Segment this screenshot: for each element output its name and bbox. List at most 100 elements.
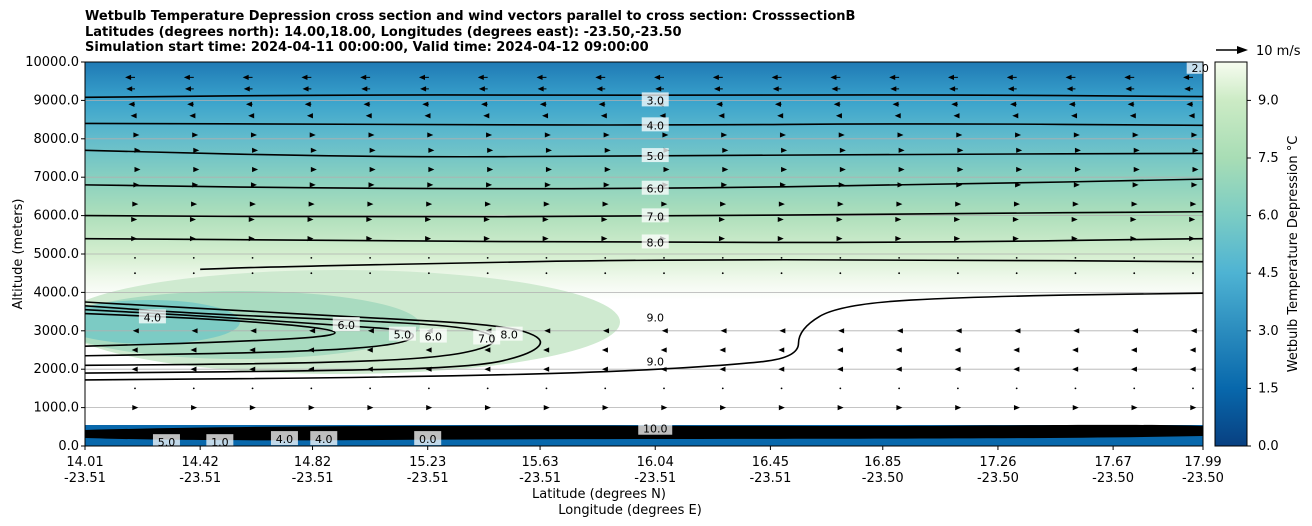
wind-arrow xyxy=(307,216,314,223)
wind-arrow xyxy=(837,366,844,372)
contour-label: 4.0 xyxy=(310,431,338,446)
wind-arrow xyxy=(1191,132,1198,138)
contour-label-text: 7.0 xyxy=(478,332,496,345)
wind-arrow xyxy=(1192,272,1194,275)
wind-arrow xyxy=(951,101,958,107)
wind-arrow xyxy=(484,201,491,207)
contour-label-text: 5.0 xyxy=(646,150,664,163)
wind-arrow xyxy=(890,86,900,92)
wind-arrow xyxy=(191,328,198,334)
wind-arrow xyxy=(1015,182,1022,188)
contour-label: 4.0 xyxy=(138,309,166,324)
wind-arrow xyxy=(895,347,902,353)
wind-arrow xyxy=(954,236,961,242)
wind-arrow xyxy=(192,387,195,390)
wind-arrow xyxy=(721,132,728,138)
wind-arrow xyxy=(772,86,782,92)
wind-arrow xyxy=(425,216,432,223)
wind-arrow xyxy=(418,74,429,80)
wind-arrow xyxy=(308,366,315,372)
wind-arrow xyxy=(895,366,902,372)
wind-arrow xyxy=(1016,147,1023,153)
wind-arrow xyxy=(248,236,255,242)
wind-arrow xyxy=(1127,101,1135,107)
wind-arrow xyxy=(898,256,901,259)
colorbar-tick-label: 6.0 xyxy=(1258,209,1279,224)
wind-arrow xyxy=(1074,272,1077,275)
wind-arrow xyxy=(189,236,196,242)
wind-arrow xyxy=(838,328,845,334)
contour-label-text: 4.0 xyxy=(144,311,162,324)
wind-arrow xyxy=(780,272,783,275)
contour-label: 8.0 xyxy=(641,234,669,249)
wind-arrow xyxy=(720,201,727,207)
wind-arrow xyxy=(424,113,431,119)
wind-arrow xyxy=(1065,74,1076,80)
wind-arrow xyxy=(308,201,315,207)
title-line-3: Simulation start time: 2024-04-11 00:00:… xyxy=(85,40,649,55)
x-axis: 14.01-23.5114.42-23.5114.82-23.5115.23-2… xyxy=(64,446,1224,486)
colorbar-ticks: 0.0 1.5 3.0 4.5 6.0 7.5 9.0 xyxy=(1247,93,1279,454)
wind-arrow xyxy=(1072,366,1079,372)
wind-arrow xyxy=(545,272,548,275)
wind-key-label: 10 m/s xyxy=(1256,44,1301,59)
wind-arrow xyxy=(781,147,788,153)
wind-arrow xyxy=(477,74,488,80)
wind-arrow xyxy=(367,405,374,411)
wind-arrow xyxy=(543,201,550,207)
wind-arrow xyxy=(1132,182,1139,188)
x-tick-lon: -23.50 xyxy=(1182,471,1224,486)
wind-arrow xyxy=(366,216,373,223)
wind-arrow xyxy=(663,387,665,390)
wind-arrow xyxy=(1071,236,1078,242)
isoline-7 xyxy=(85,210,1203,218)
wind-arrow xyxy=(601,216,608,223)
wind-arrow xyxy=(369,147,376,153)
contour-label-text: 2.0 xyxy=(1191,62,1209,75)
wind-arrow xyxy=(184,86,194,92)
wind-arrow xyxy=(839,166,846,173)
wind-arrow xyxy=(1072,347,1079,353)
wind-arrow xyxy=(537,86,547,92)
wind-arrow xyxy=(889,74,900,80)
wind-arrow xyxy=(661,201,668,207)
wind-arrow xyxy=(778,405,785,411)
wind-arrow xyxy=(245,101,253,107)
x-tick-lon: -23.50 xyxy=(862,471,904,486)
wind-arrow xyxy=(192,182,199,188)
wind-arrow xyxy=(486,182,493,188)
colorbar-tick-label: 3.0 xyxy=(1258,324,1279,339)
y-tick-label: 7000.0 xyxy=(34,170,80,185)
wind-arrow xyxy=(777,236,784,242)
wind-arrow xyxy=(719,366,726,372)
wind-arrow xyxy=(604,387,607,390)
wind-arrow xyxy=(310,147,317,153)
wind-arrow xyxy=(837,347,844,353)
wind-arrow xyxy=(486,256,489,259)
x-tick-lat: 17.99 xyxy=(1184,455,1221,470)
wind-arrow xyxy=(601,236,608,242)
contour-label-text: 5.0 xyxy=(158,436,176,449)
wind-arrow xyxy=(830,74,841,80)
wind-arrow xyxy=(366,366,373,372)
wind-arrow xyxy=(309,182,316,188)
colorbar: 0.0 1.5 3.0 4.5 6.0 7.5 9.0 Wetbulb Temperatur… xyxy=(1214,61,1301,454)
wind-arrow xyxy=(777,216,784,223)
wind-arrow xyxy=(596,86,606,92)
y-tick-label: 4000.0 xyxy=(34,285,80,300)
wind-arrow xyxy=(719,347,726,353)
wind-arrow xyxy=(487,147,494,153)
contour-label: 7.0 xyxy=(473,330,501,345)
wind-arrow xyxy=(601,366,608,372)
wind-arrow xyxy=(425,236,432,242)
wind-arrow xyxy=(425,366,432,372)
wind-arrow xyxy=(1015,387,1018,390)
wind-arrow xyxy=(369,387,372,390)
contour-label: 6.0 xyxy=(641,180,669,196)
isoline-3 xyxy=(85,94,1203,99)
wind-arrow xyxy=(250,182,257,188)
wind-arrow xyxy=(1133,272,1136,275)
wind-arrow xyxy=(955,405,962,411)
wind-arrow xyxy=(1192,166,1199,173)
wind-arrow xyxy=(1192,256,1194,259)
